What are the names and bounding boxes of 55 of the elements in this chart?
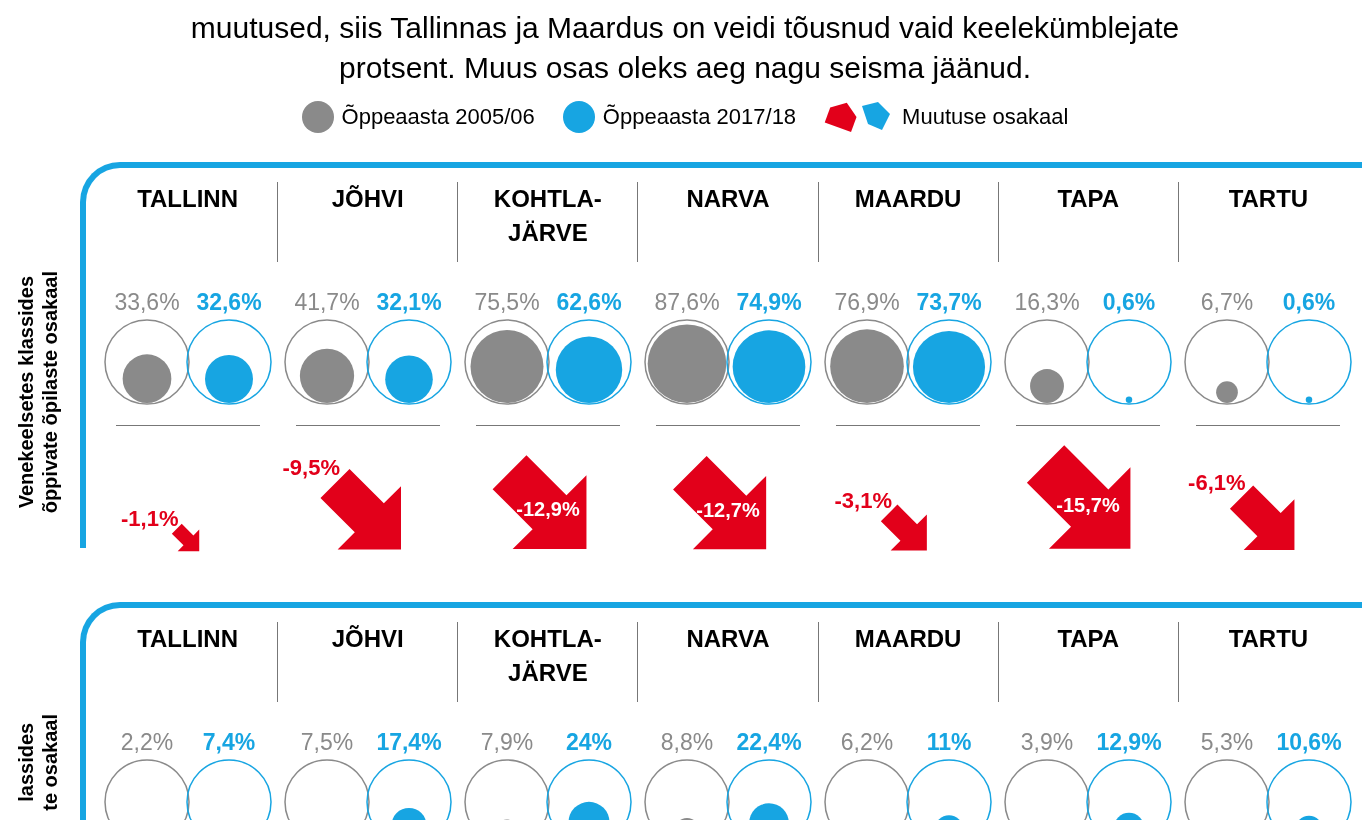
text: muutused, siis Tallinnas ja Maardus on veidi tõusnud vaid keelekümblejate protsent. Muus osas oleks aeg nagu seisma jäänud. bbox=[189, 10, 1181, 86]
text: Venekeelsetes klassides õppivate õpilaste osakaal bbox=[14, 270, 62, 514]
category-label: TARTU bbox=[1227, 624, 1310, 654]
data-label: 74,9% bbox=[736, 289, 802, 315]
data-label: 12,9% bbox=[1096, 729, 1162, 755]
category-label: NARVA bbox=[685, 184, 771, 214]
data-label: 10,6% bbox=[1276, 729, 1342, 755]
data-label: 32,1% bbox=[376, 289, 442, 315]
data-label: 87,6% bbox=[654, 289, 720, 315]
data-label: 75,5% bbox=[474, 289, 540, 315]
category-label: KOHTLA-JÄRVE bbox=[492, 624, 603, 688]
category-label: TAPA bbox=[1056, 624, 1121, 654]
category-label: TAPA bbox=[1056, 184, 1121, 214]
category-label: KOHTLA-JÄRVE bbox=[492, 184, 603, 248]
data-label: -12,7% bbox=[696, 498, 760, 521]
data-label: -15,7% bbox=[1056, 493, 1120, 516]
category-label: MAARDU bbox=[853, 624, 963, 654]
data-label: -6,1% bbox=[1188, 469, 1246, 495]
data-label: -3,1% bbox=[834, 487, 892, 513]
data-label: 62,6% bbox=[556, 289, 622, 315]
data-label: 2,2% bbox=[120, 729, 174, 755]
category-label: TALLINN bbox=[136, 184, 239, 214]
data-label: 6,7% bbox=[1200, 289, 1254, 315]
data-label: 6,2% bbox=[840, 729, 894, 755]
data-label: 22,4% bbox=[736, 729, 802, 755]
category-label: JÕHVI bbox=[330, 184, 405, 214]
data-label: 16,3% bbox=[1014, 289, 1080, 315]
text: lassides te osakaal bbox=[14, 713, 62, 811]
data-label: -9,5% bbox=[282, 454, 340, 480]
data-label: 7,9% bbox=[480, 729, 534, 755]
data-label: 32,6% bbox=[196, 289, 262, 315]
data-label: 7,4% bbox=[202, 729, 256, 755]
category-label: TALLINN bbox=[136, 624, 239, 654]
data-label: 33,6% bbox=[114, 289, 180, 315]
category-label: MAARDU bbox=[853, 184, 963, 214]
text: Muutuse osakaal bbox=[902, 104, 1069, 130]
data-label: 17,4% bbox=[376, 729, 442, 755]
data-label: -1,1% bbox=[120, 505, 179, 531]
data-label: 0,6% bbox=[1102, 289, 1156, 315]
data-label: 8,8% bbox=[660, 729, 714, 755]
category-label: JÕHVI bbox=[330, 624, 405, 654]
data-label: 11% bbox=[926, 729, 972, 755]
category-label: NARVA bbox=[685, 624, 771, 654]
data-label: 3,9% bbox=[1020, 729, 1074, 755]
data-label: 76,9% bbox=[834, 289, 900, 315]
data-label: 24% bbox=[565, 729, 613, 755]
category-label: TARTU bbox=[1227, 184, 1310, 214]
legend-label: Õppeaasta 2005/06 bbox=[341, 104, 535, 130]
legend-label: Õppeaasta 2017/18 bbox=[602, 104, 797, 130]
data-label: 41,7% bbox=[294, 289, 360, 315]
data-label: 5,3% bbox=[1200, 729, 1254, 755]
data-label: -12,9% bbox=[516, 498, 580, 521]
data-label: 0,6% bbox=[1282, 289, 1336, 315]
data-label: 73,7% bbox=[916, 289, 982, 315]
data-label: 7,5% bbox=[300, 729, 354, 755]
